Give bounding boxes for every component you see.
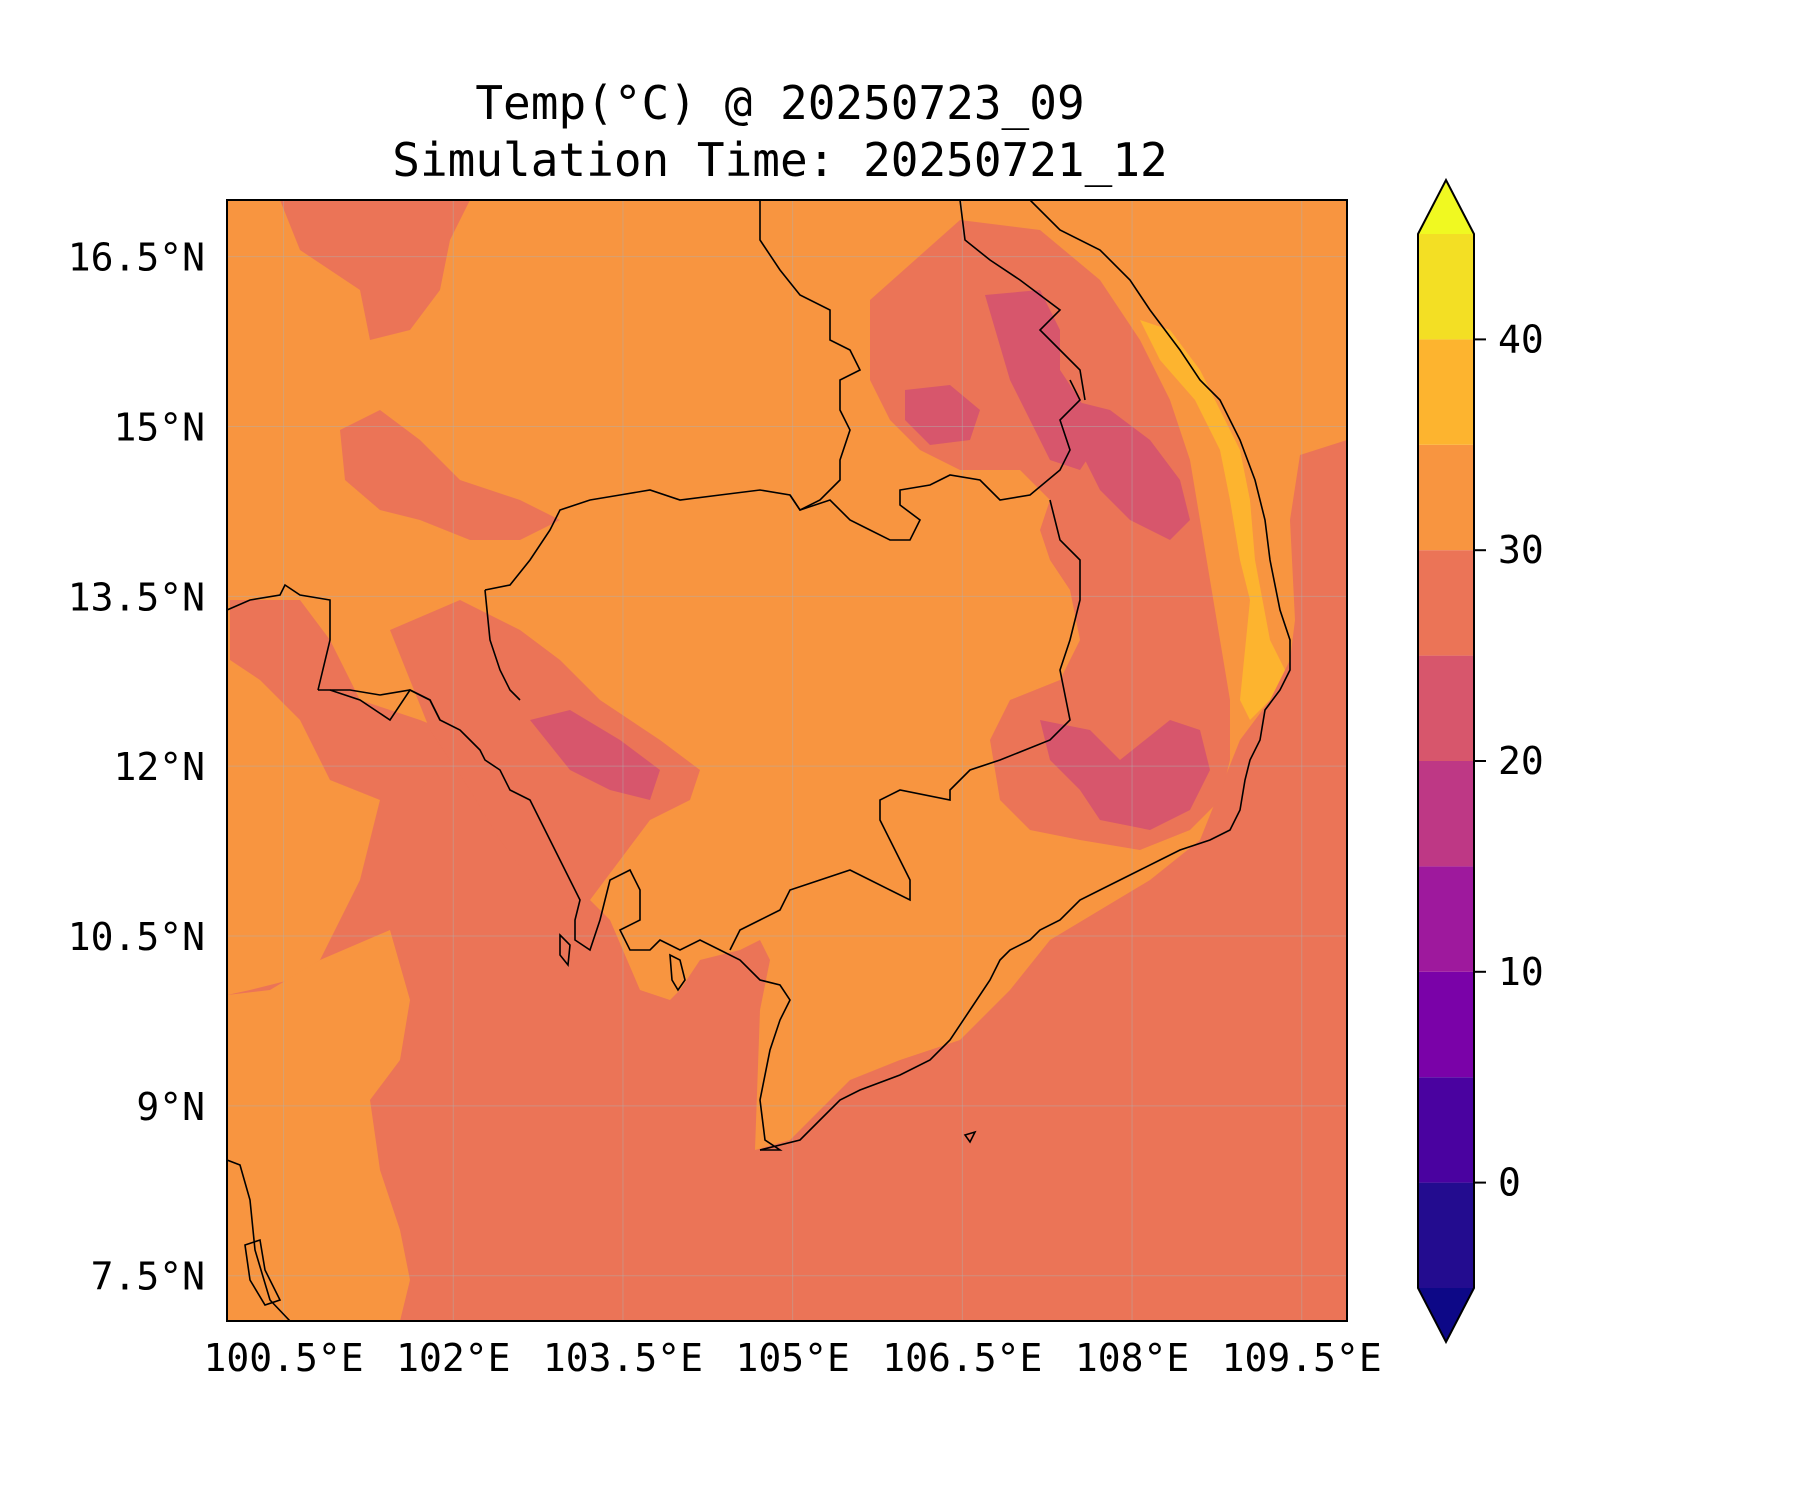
colorbar-segment-4 bbox=[1418, 761, 1474, 867]
temp-band-25-30-patch-west2 bbox=[230, 600, 470, 800]
colorbar-extend-under bbox=[1418, 1288, 1474, 1342]
border-cambodia-vietnam bbox=[729, 499, 1081, 951]
temp-band-20-25-core-north bbox=[985, 290, 1100, 470]
lon-tick-label: 109.5°E bbox=[1222, 1336, 1382, 1380]
temp-band-25-30-patch-west1 bbox=[340, 410, 560, 540]
island-koh-kong bbox=[559, 933, 571, 968]
colorbar-segment-5 bbox=[1418, 655, 1474, 761]
island-phu-quoc bbox=[669, 953, 686, 992]
lat-tick-label: 9°N bbox=[136, 1085, 205, 1129]
lat-tick-label: 15°N bbox=[113, 405, 205, 449]
colorbar-tick-label: 20 bbox=[1498, 739, 1544, 783]
island-gulf-west bbox=[244, 1238, 282, 1306]
colorbar-segment-6 bbox=[1418, 550, 1474, 656]
island-con-dao bbox=[963, 1130, 977, 1144]
colorbar-segment-1 bbox=[1418, 1077, 1474, 1183]
colorbar-tick-label: 0 bbox=[1498, 1161, 1521, 1205]
map-title-line1: Temp(°C) @ 20250723_09 bbox=[475, 76, 1085, 130]
temp-band-30-35-west-strip bbox=[227, 930, 410, 1321]
coastline-gulf-of-thailand bbox=[329, 688, 791, 1151]
temp-band-25-30-patch-nw bbox=[280, 200, 470, 340]
temp-band-25-30-patch-cardamom bbox=[390, 600, 700, 910]
lat-tick-label: 7.5°N bbox=[91, 1255, 205, 1299]
colorbar-segment-8 bbox=[1418, 339, 1474, 445]
lon-tick-label: 108°E bbox=[1075, 1336, 1189, 1380]
colorbar-segment-3 bbox=[1418, 866, 1474, 972]
temp-band-25-30-highlands bbox=[870, 220, 1230, 850]
colorbar-segment-2 bbox=[1418, 971, 1474, 1078]
colorbar-tick-label: 10 bbox=[1498, 950, 1544, 994]
temp-band-20-25-core-south bbox=[1040, 720, 1210, 830]
colorbar: 0 10 20 30 40 bbox=[1417, 177, 1544, 1345]
border-thailand-myanmar bbox=[227, 583, 331, 691]
colorbar-segment-9 bbox=[1418, 234, 1474, 340]
temp-band-20-25-core-central bbox=[1070, 400, 1190, 540]
lat-tick-label: 12°N bbox=[113, 745, 205, 789]
coastline-mekong-delta bbox=[759, 200, 1291, 1151]
lat-tick-label: 16.5°N bbox=[68, 236, 205, 280]
lon-tick-label: 103.5°E bbox=[543, 1336, 703, 1380]
temp-band-20-25-core-cardamom bbox=[530, 710, 660, 800]
gridlines bbox=[227, 200, 1347, 1321]
lon-tick-label: 105°E bbox=[735, 1336, 849, 1380]
map-area bbox=[227, 200, 1347, 1321]
temp-band-35-40-coast bbox=[1140, 320, 1285, 720]
lat-tick-label: 13.5°N bbox=[68, 575, 205, 619]
map-frame bbox=[226, 199, 1348, 1322]
lon-tick-label: 102°E bbox=[396, 1336, 510, 1380]
longitude-tick-labels: 100.5°E 102°E 103.5°E 105°E 106.5°E 108°E 109.… bbox=[203, 1336, 1381, 1380]
lon-tick-label: 100.5°E bbox=[203, 1336, 363, 1380]
colorbar-extend-over bbox=[1418, 180, 1474, 234]
lat-tick-label: 10.5°N bbox=[68, 915, 205, 959]
map-title-line2: Simulation Time: 20250721_12 bbox=[392, 133, 1168, 187]
temp-band-20-25-core-hill bbox=[905, 385, 980, 445]
colorbar-tick-label: 30 bbox=[1498, 528, 1544, 572]
colorbar-segment-0 bbox=[1418, 1182, 1474, 1288]
colorbar-segment-7 bbox=[1418, 444, 1474, 551]
colorbar-tick-label: 40 bbox=[1498, 317, 1544, 361]
latitude-tick-labels: 16.5°N 15°N 13.5°N 12°N 10.5°N 9°N 7.5°N bbox=[68, 236, 205, 1299]
coastlines-and-borders bbox=[227, 200, 1291, 1321]
border-thailand-cambodia bbox=[318, 589, 521, 721]
lon-tick-label: 106.5°E bbox=[882, 1336, 1042, 1380]
border-laos-thailand bbox=[759, 200, 862, 512]
border-cambodia-north bbox=[484, 379, 1081, 591]
colorbar-outline bbox=[1417, 177, 1475, 1345]
coastline-malay-peninsula bbox=[227, 1159, 291, 1321]
border-laos-vietnam bbox=[959, 200, 1086, 401]
